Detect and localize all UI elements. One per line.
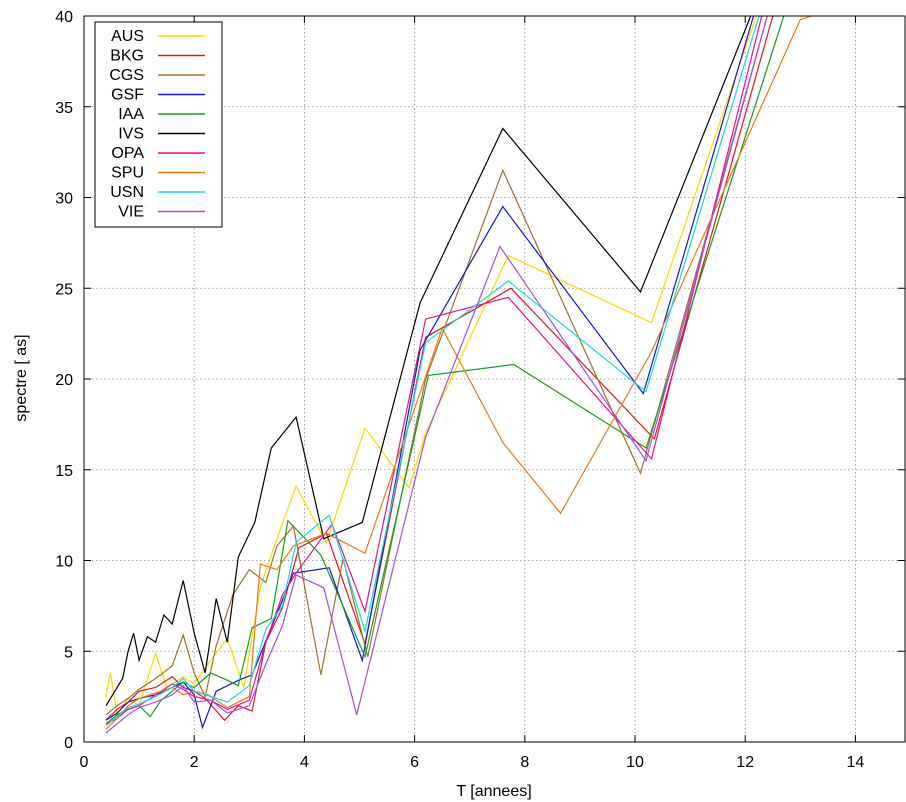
y-tick-label: 25 bbox=[55, 281, 73, 298]
series-line-spu bbox=[105, 16, 812, 730]
legend-label: AUS bbox=[111, 28, 144, 45]
legend-label: SPU bbox=[111, 165, 144, 182]
legend-label: VIE bbox=[118, 204, 144, 221]
series-line-iaa bbox=[105, 16, 785, 725]
legend-label: GSF bbox=[111, 87, 144, 104]
series-line-vie bbox=[105, 16, 768, 734]
legend-label: IVS bbox=[118, 126, 144, 143]
y-tick-label: 40 bbox=[55, 9, 73, 26]
y-tick-label: 10 bbox=[55, 554, 73, 571]
x-axis-title: T [annees] bbox=[456, 783, 531, 800]
legend-label: USN bbox=[110, 184, 144, 201]
x-tick-label: 12 bbox=[736, 754, 754, 771]
legend: AUS BKG CGS GSF IAA IVS OPA SPU USN VIE bbox=[94, 21, 223, 228]
series-line-opa bbox=[105, 16, 763, 725]
y-axis-title: spectre [ as] bbox=[13, 334, 30, 421]
x-tick-label: 6 bbox=[410, 754, 419, 771]
legend-label: CGS bbox=[109, 67, 144, 84]
x-tick-label: 8 bbox=[520, 754, 529, 771]
y-tick-label: 20 bbox=[55, 372, 73, 389]
y-tick-label: 0 bbox=[64, 735, 73, 752]
y-tick-label: 15 bbox=[55, 463, 73, 480]
x-tick-label: 10 bbox=[626, 754, 644, 771]
legend-label: BKG bbox=[110, 48, 144, 65]
y-tick-label: 5 bbox=[64, 644, 73, 661]
x-tick-label: 4 bbox=[300, 754, 309, 771]
tick-labels: 0 2 4 6 8 10 12 14 0 5 10 15 20 25 30 35 40 bbox=[55, 9, 864, 771]
legend-label: OPA bbox=[111, 145, 144, 162]
series-line-usn bbox=[105, 16, 760, 727]
series-group bbox=[105, 16, 812, 734]
y-tick-label: 30 bbox=[55, 191, 73, 208]
series-line-ivs bbox=[105, 16, 752, 707]
legend-label: IAA bbox=[118, 106, 144, 123]
x-tick-label: 14 bbox=[847, 754, 865, 771]
x-tick-label: 0 bbox=[80, 754, 89, 771]
y-tick-label: 35 bbox=[55, 100, 73, 117]
x-tick-label: 2 bbox=[190, 754, 199, 771]
